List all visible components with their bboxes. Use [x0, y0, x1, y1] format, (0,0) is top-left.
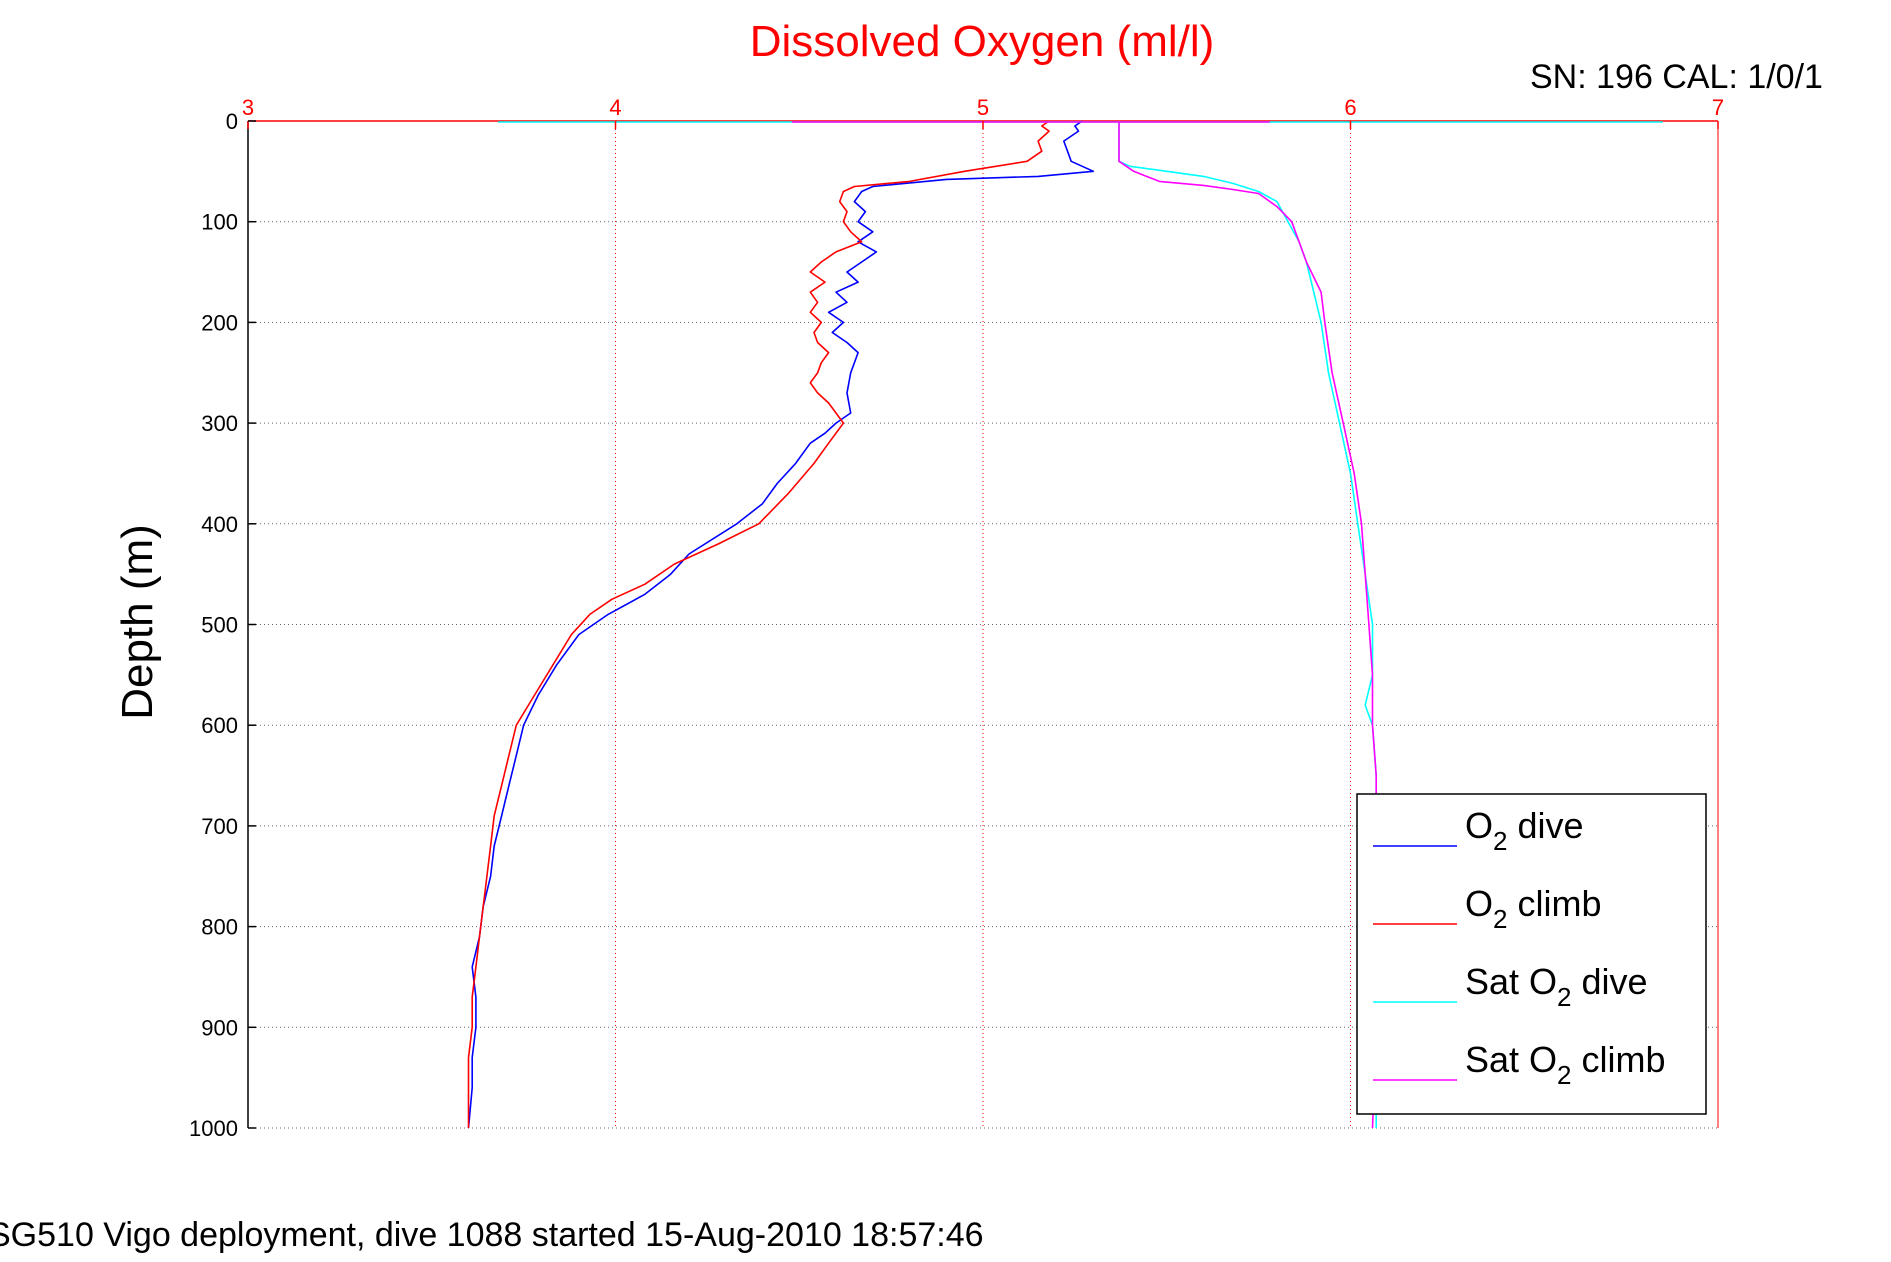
- series-line-1: [467, 120, 1095, 1129]
- legend-label-2: O2 climb: [1465, 883, 1602, 934]
- x-tick-label-4: 4: [609, 95, 621, 120]
- y-tick-label-900: 900: [201, 1015, 238, 1040]
- legend-box: [1356, 793, 1707, 1115]
- legend-label-3: Sat O2 dive: [1465, 961, 1648, 1012]
- legend: O2 dive O2 climb Sat O2 dive Sat O2 climb: [1356, 793, 1707, 1115]
- x-tick-label-5: 5: [977, 95, 989, 120]
- y-tick-label-800: 800: [201, 915, 238, 940]
- y-tick-label-300: 300: [201, 411, 238, 436]
- series-lines: [467, 120, 1663, 1129]
- serial-calibration-label: SN: 196 CAL: 1/0/1: [1530, 58, 1823, 96]
- legend-label-4: Sat O2 climb: [1465, 1039, 1666, 1090]
- y-tick-label-500: 500: [201, 613, 238, 638]
- footer-caption: SG510 Vigo deployment, dive 1088 started…: [0, 1216, 984, 1254]
- chart-title: Dissolved Oxygen (ml/l): [750, 17, 1215, 66]
- tick-labels: 3 4 5 6 7 0 100 200 300 400 500 600 700 800 900 1000: [189, 95, 1724, 1141]
- legend-label-1: O2 dive: [1465, 805, 1584, 856]
- y-tick-label-400: 400: [201, 512, 238, 537]
- y-tick-label-700: 700: [201, 814, 238, 839]
- series-line-2: [467, 120, 1050, 1128]
- x-tick-label-6: 6: [1344, 95, 1356, 120]
- y-tick-label-1000: 1000: [189, 1116, 238, 1141]
- y-tick-label-0: 0: [226, 109, 238, 134]
- y-tick-label-200: 200: [201, 310, 238, 335]
- y-axis-label: Depth (m): [113, 524, 162, 720]
- y-tick-label-100: 100: [201, 210, 238, 235]
- x-tick-label-3: 3: [242, 95, 254, 120]
- y-tick-label-600: 600: [201, 713, 238, 738]
- x-tick-label-7: 7: [1712, 95, 1724, 120]
- series-line-4: [1118, 121, 1377, 1129]
